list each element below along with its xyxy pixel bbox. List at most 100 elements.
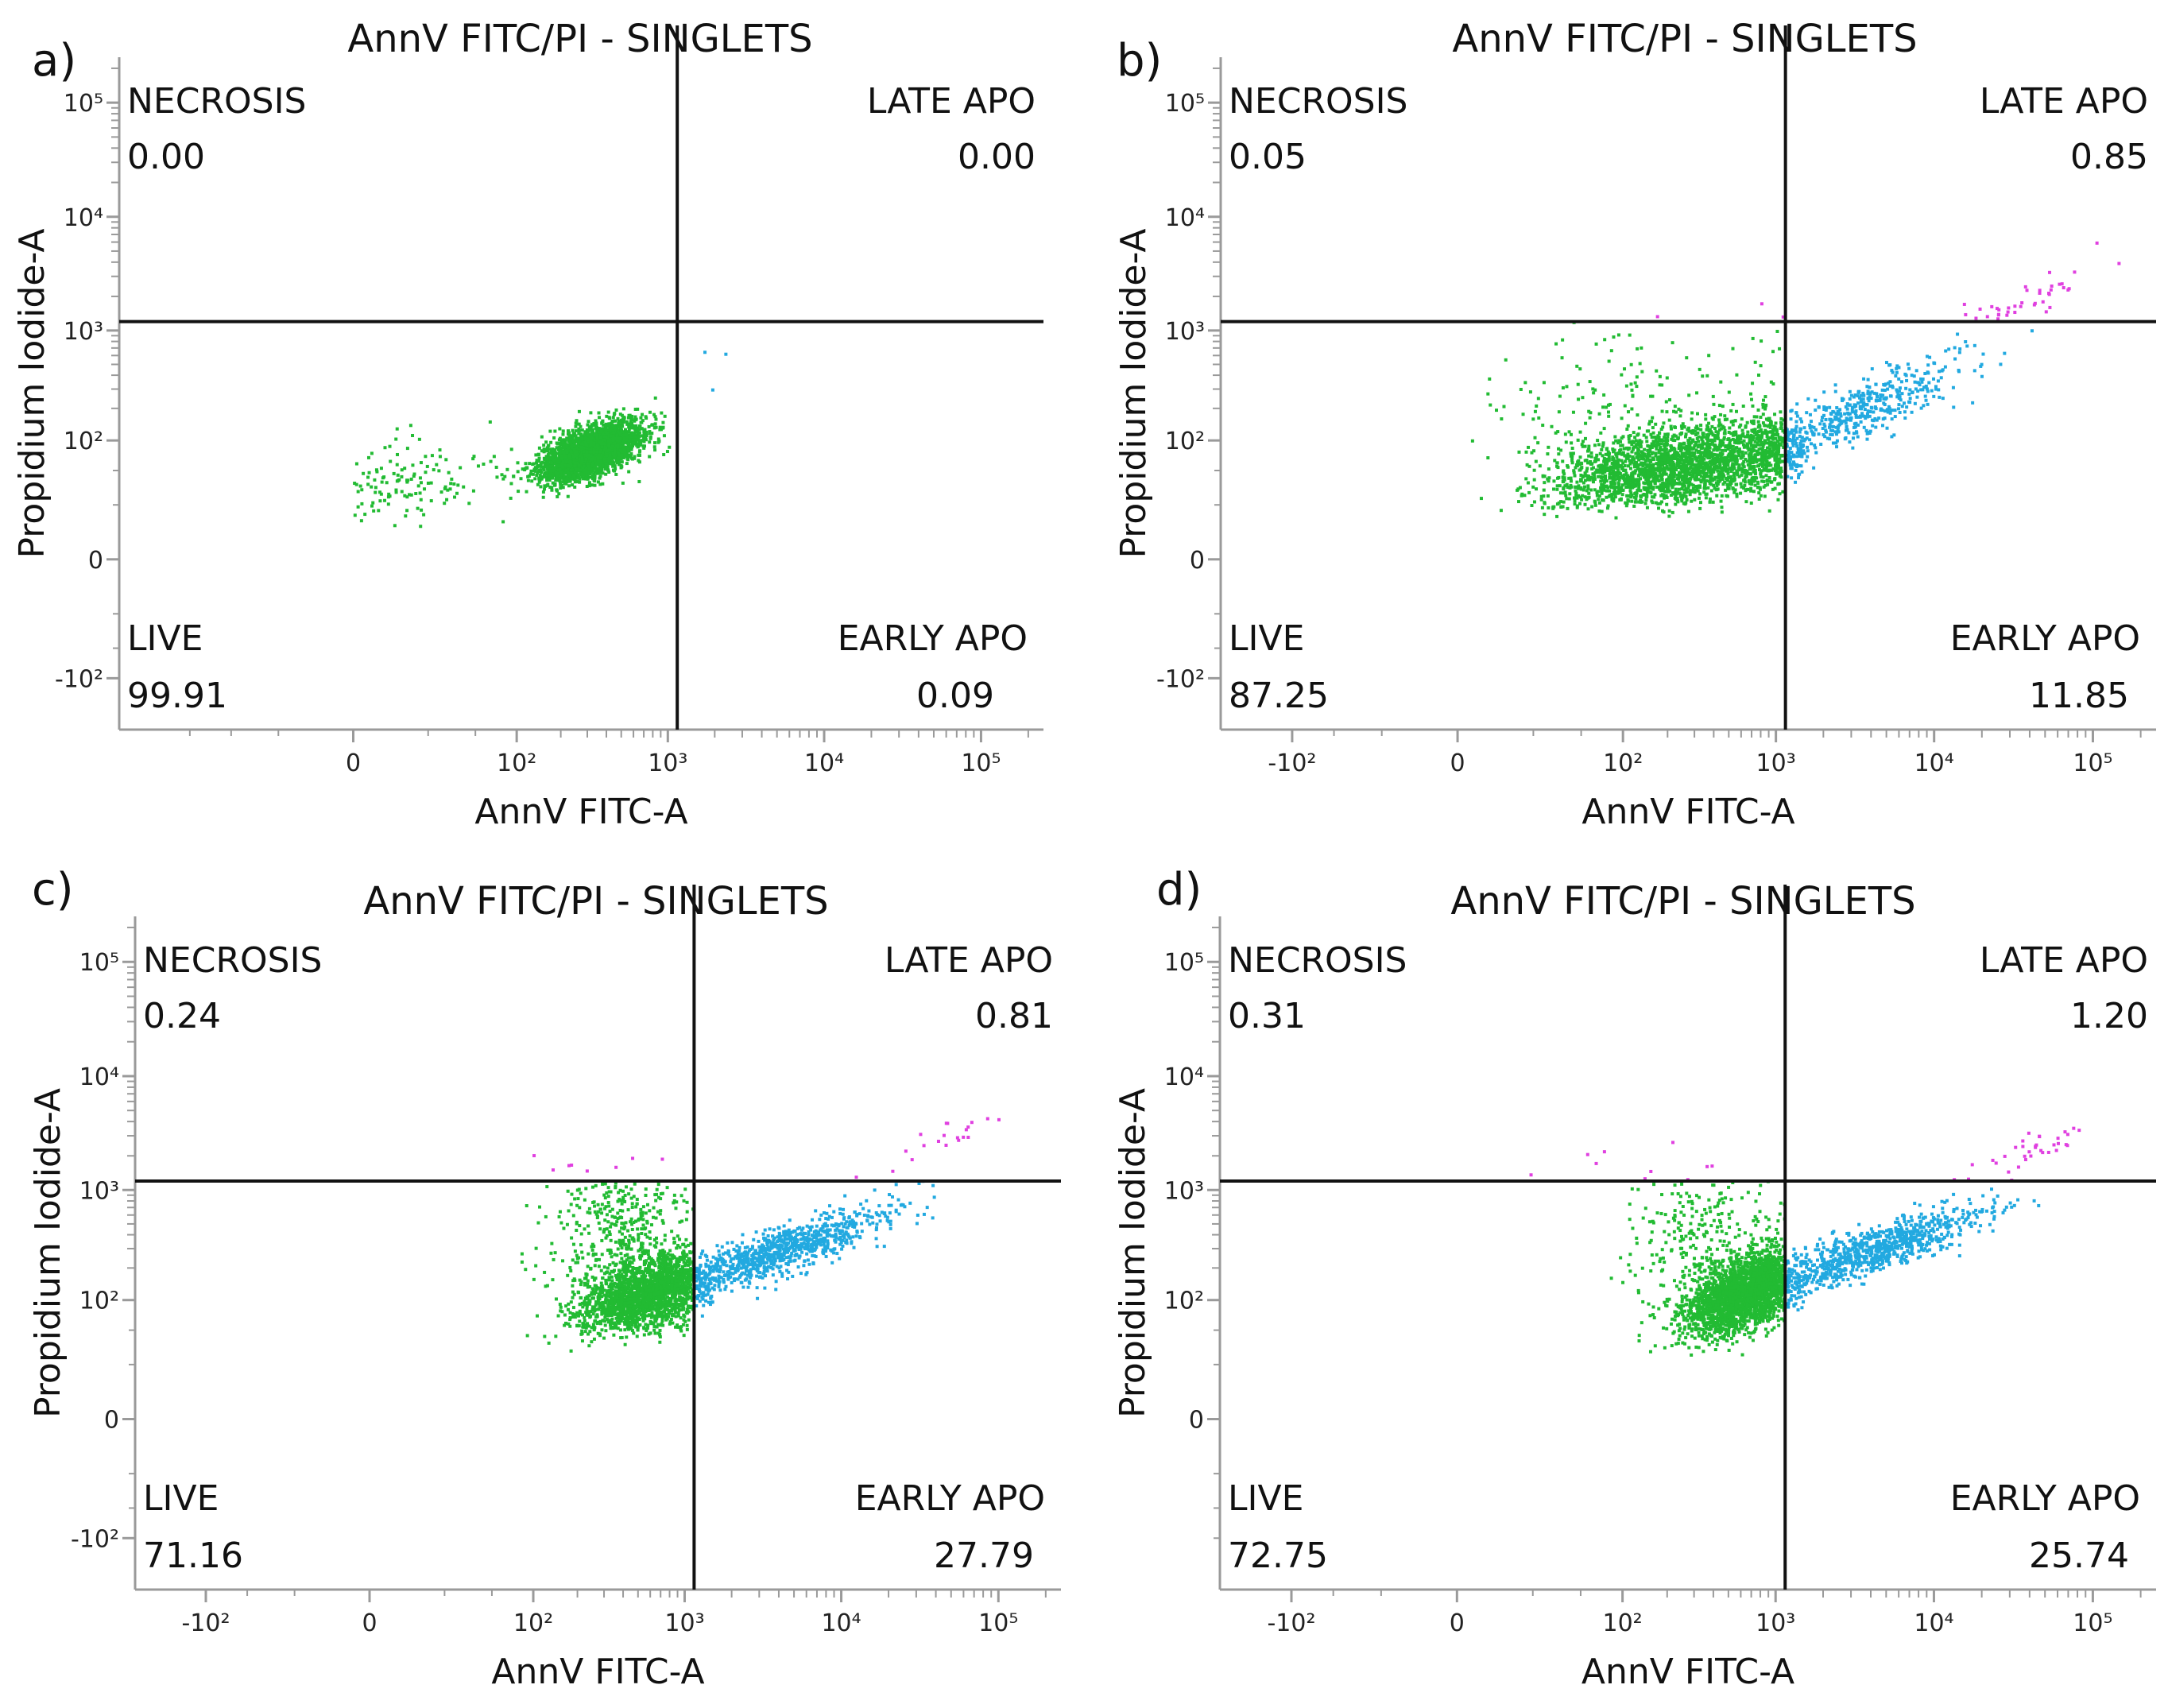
data-point — [1740, 453, 1744, 457]
data-point — [598, 459, 602, 463]
data-point — [1583, 444, 1587, 448]
data-point — [1645, 479, 1649, 483]
data-point — [495, 475, 499, 479]
data-point — [1635, 491, 1639, 495]
data-point — [1696, 489, 1700, 493]
data-point — [467, 502, 471, 505]
data-point — [586, 477, 590, 481]
data-point — [572, 432, 576, 436]
data-point — [1712, 448, 1716, 452]
data-point — [605, 434, 609, 438]
data-point — [1605, 484, 1609, 488]
data-point — [1740, 450, 1744, 454]
data-point — [633, 456, 637, 460]
data-point — [622, 445, 626, 449]
data-point — [1737, 447, 1741, 451]
data-point — [1655, 444, 1659, 448]
data-point — [417, 437, 421, 441]
data-point — [1645, 486, 1649, 490]
data-point — [1721, 448, 1725, 452]
data-point — [1708, 479, 1712, 483]
data-point — [353, 513, 357, 517]
data-point — [617, 460, 621, 464]
data-point — [610, 444, 614, 448]
data-point — [535, 473, 539, 477]
x-tick-label: 10⁵ — [961, 749, 1001, 777]
data-point — [1628, 454, 1632, 458]
data-point — [1575, 505, 1579, 509]
data-point — [408, 493, 412, 497]
data-point — [366, 475, 370, 479]
data-point — [1682, 480, 1686, 484]
data-point — [358, 484, 362, 488]
data-point — [1761, 421, 1765, 425]
data-point — [630, 418, 634, 422]
data-point — [1674, 466, 1678, 470]
data-point — [1732, 471, 1736, 475]
data-point — [1593, 456, 1597, 460]
data-point — [1612, 490, 1616, 494]
data-point — [1583, 495, 1587, 499]
data-point — [1616, 481, 1620, 485]
data-point — [1624, 485, 1628, 489]
data-point — [408, 424, 412, 428]
data-point — [1663, 470, 1667, 474]
data-point — [1499, 509, 1503, 513]
data-point — [1632, 440, 1636, 444]
data-point — [1623, 454, 1627, 458]
data-point — [1621, 451, 1625, 455]
data-point — [424, 455, 428, 459]
data-point — [1756, 433, 1760, 437]
data-point — [607, 441, 611, 445]
data-point — [1583, 459, 1587, 463]
data-point — [594, 432, 598, 436]
data-point — [1697, 484, 1701, 488]
data-point — [593, 445, 597, 449]
data-point — [1524, 450, 1528, 454]
data-point — [1758, 451, 1762, 455]
data-point — [1773, 464, 1777, 468]
data-point — [489, 459, 493, 463]
data-point — [380, 480, 384, 484]
data-point — [1659, 448, 1663, 452]
data-point — [594, 429, 598, 433]
data-point — [1657, 451, 1661, 455]
data-point — [1653, 493, 1657, 497]
data-point — [1635, 451, 1639, 455]
data-point — [1709, 476, 1713, 480]
data-point — [1691, 467, 1695, 471]
data-point — [1561, 505, 1565, 509]
data-point — [580, 456, 584, 460]
data-point — [1730, 456, 1734, 460]
data-point — [661, 420, 665, 424]
data-point — [533, 466, 537, 470]
data-point — [1641, 464, 1645, 468]
data-point — [1664, 447, 1668, 451]
data-point — [1599, 463, 1603, 467]
data-point — [1543, 502, 1547, 505]
data-point — [1527, 490, 1531, 494]
data-point — [589, 464, 593, 468]
data-point — [602, 464, 606, 468]
data-point — [1767, 469, 1771, 473]
data-point — [1683, 435, 1687, 439]
data-point — [590, 432, 594, 436]
data-point — [609, 458, 613, 462]
data-point — [1742, 486, 1746, 490]
data-point — [1763, 395, 1767, 399]
data-point — [575, 471, 579, 475]
data-point — [1709, 468, 1713, 472]
x-tick-label: 10⁵ — [2073, 749, 2112, 777]
data-point — [1612, 441, 1616, 445]
data-point — [602, 427, 606, 431]
data-point — [1719, 499, 1723, 503]
data-point — [563, 455, 567, 459]
data-point — [525, 490, 528, 494]
data-point — [1737, 454, 1741, 458]
data-point — [540, 471, 544, 474]
data-point — [1716, 469, 1720, 473]
data-point — [1737, 440, 1741, 444]
data-point — [1752, 465, 1756, 469]
data-point — [1760, 452, 1763, 456]
data-point — [1625, 455, 1629, 459]
